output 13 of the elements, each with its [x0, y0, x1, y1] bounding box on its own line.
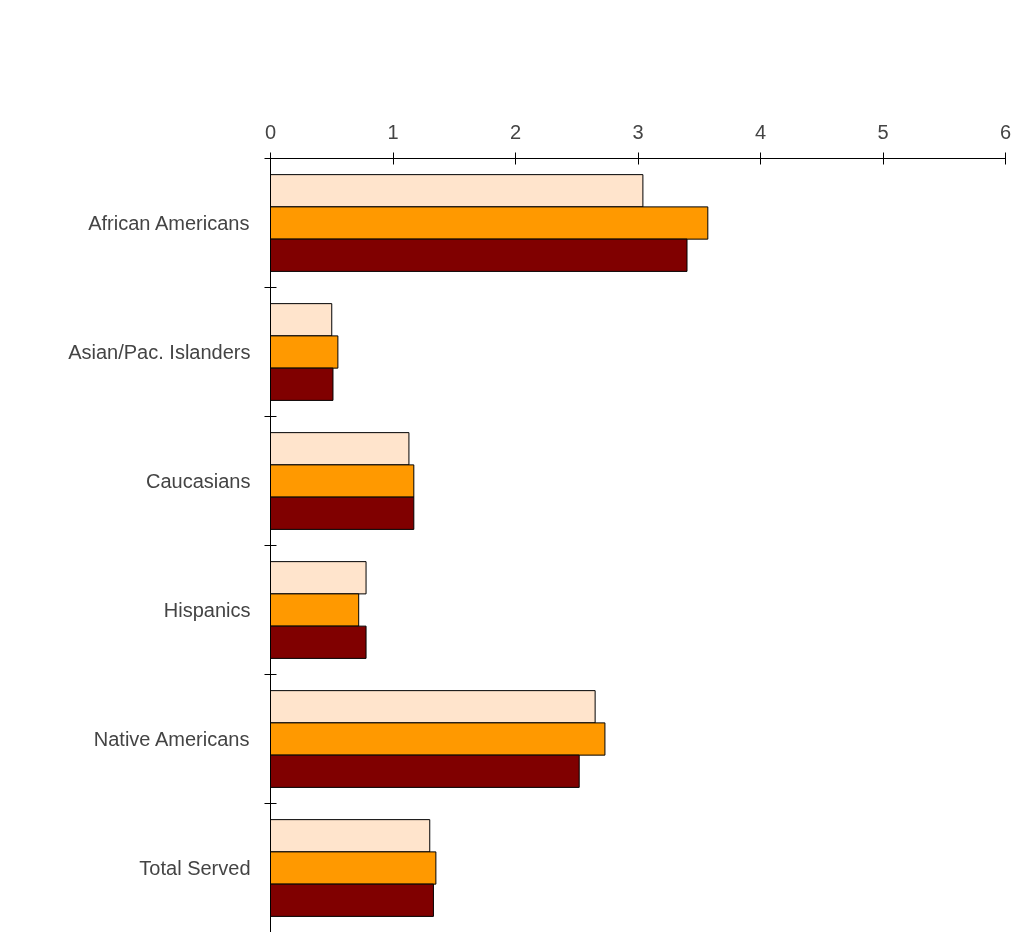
- x-tick-label: 4: [754, 120, 767, 143]
- x-tick-label: 0: [264, 120, 277, 143]
- x-tick-label: 2: [509, 120, 522, 143]
- y-tick-label: Hispanics: [163, 599, 251, 621]
- y-tick-label: African Americans: [88, 212, 250, 234]
- x-tick-label: 5: [877, 120, 889, 143]
- x-tick-label: 1: [387, 120, 399, 143]
- y-tick-label: Caucasians: [146, 470, 251, 492]
- x-tick-label: 3: [632, 120, 644, 143]
- y-tick-label: Native Americans: [93, 728, 250, 750]
- y-tick-label: Total Served: [139, 857, 251, 879]
- y-tick-label: Asian/Pac. Islanders: [68, 341, 251, 363]
- x-tick-label: 6: [999, 120, 1012, 143]
